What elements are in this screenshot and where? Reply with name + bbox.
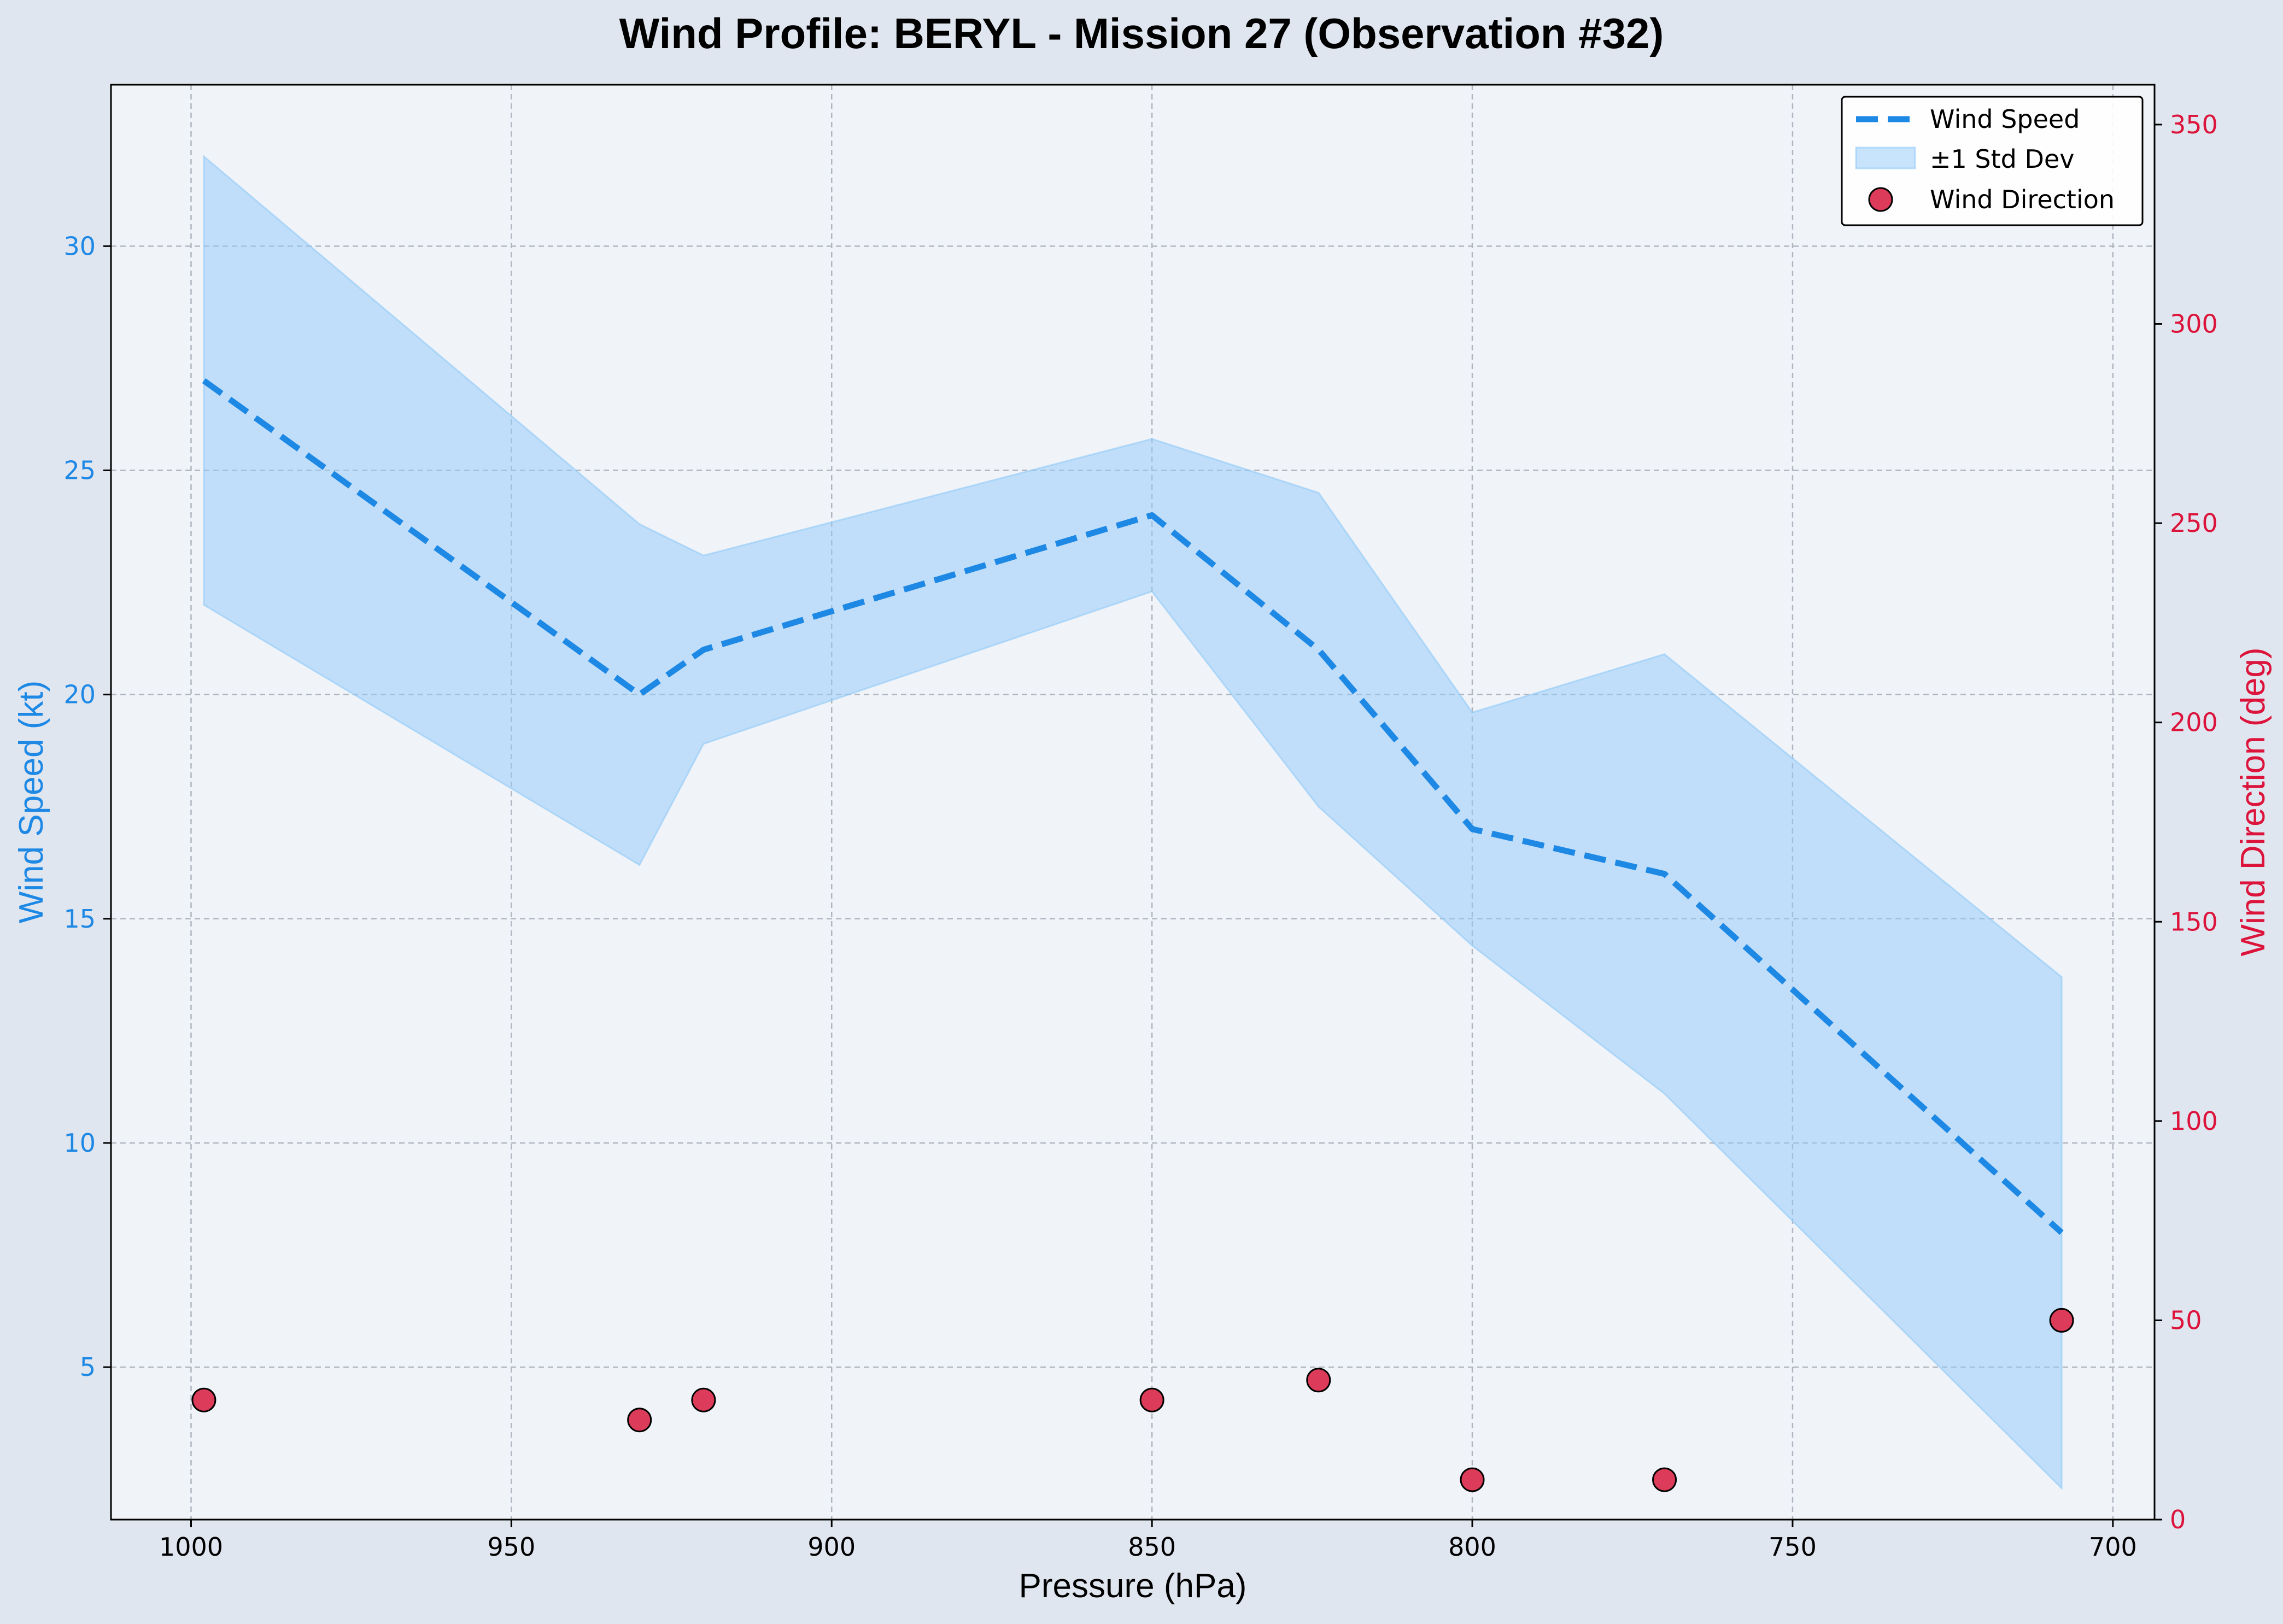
y-tick-label-0: 5 [80,1352,96,1382]
y2-tick-label-7: 350 [2170,110,2218,139]
y2-tick-label-6: 300 [2170,309,2218,339]
x-tick-label-4: 800 [1448,1532,1496,1562]
y2-tick-label-3: 150 [2170,907,2218,936]
plot-area [111,85,2155,1520]
wind-direction-point-1 [627,1408,652,1433]
x-axis-label: Pressure (hPa) [1019,1567,1247,1605]
x-tick-label-1: 950 [487,1532,535,1562]
wind-direction-point-5 [1460,1467,1485,1492]
legend-std-dev-swatch [1855,146,1916,169]
wind-direction-point-4 [1306,1368,1331,1393]
legend-std-dev-label: ±1 Std Dev [1930,144,2074,174]
y-tick-label-4: 25 [63,455,96,485]
y-tick-label-2: 15 [63,904,96,934]
x-tick-label-6: 700 [2089,1532,2137,1562]
y-axis-label-left: Wind Speed (kt) [13,681,50,924]
y-axis-label-right: Wind Direction (deg) [2234,647,2272,956]
x-tick-label-0: 1000 [159,1532,223,1562]
chart-title: Wind Profile: BERYL - Mission 27 (Observ… [619,9,1664,57]
wind-direction-point-2 [691,1387,716,1412]
y-axis-ticks-right: 0 50 100 150 200 250 300 350 [2155,110,2218,1534]
y-axis-ticks-left: 5 10 15 20 25 30 [63,231,111,1382]
y-tick-label-3: 20 [63,680,96,710]
wind-direction-point-7 [2049,1308,2074,1333]
y2-tick-label-2: 100 [2170,1106,2218,1136]
y2-tick-label-4: 200 [2170,708,2218,737]
legend-wind-direction-label: Wind Direction [1930,185,2115,214]
y2-tick-label-0: 0 [2170,1505,2186,1534]
wind-direction-points [191,1308,2074,1492]
y-tick-label-5: 30 [63,231,96,261]
x-tick-label-2: 900 [807,1532,856,1562]
wind-direction-point-3 [1139,1387,1164,1412]
legend-wind-direction-swatch [1868,187,1893,212]
y2-tick-label-5: 250 [2170,508,2218,538]
x-tick-label-3: 850 [1128,1532,1176,1562]
std-dev-band [203,155,2063,1491]
legend-wind-speed-label: Wind Speed [1930,104,2080,134]
y2-tick-label-1: 50 [2170,1305,2202,1335]
wind-direction-point-0 [191,1387,216,1412]
x-tick-label-5: 750 [1769,1532,1817,1562]
y-tick-label-1: 10 [63,1128,96,1158]
wind-direction-point-6 [1652,1467,1677,1492]
wind-speed-line [202,378,2064,1235]
x-axis-ticks: 1000 950 900 850 800 750 700 [159,1520,2137,1562]
plot-frame [110,84,2156,1521]
legend-box [1841,96,2144,226]
legend: Wind Speed ±1 Std Dev Wind Direction [1841,96,2144,226]
